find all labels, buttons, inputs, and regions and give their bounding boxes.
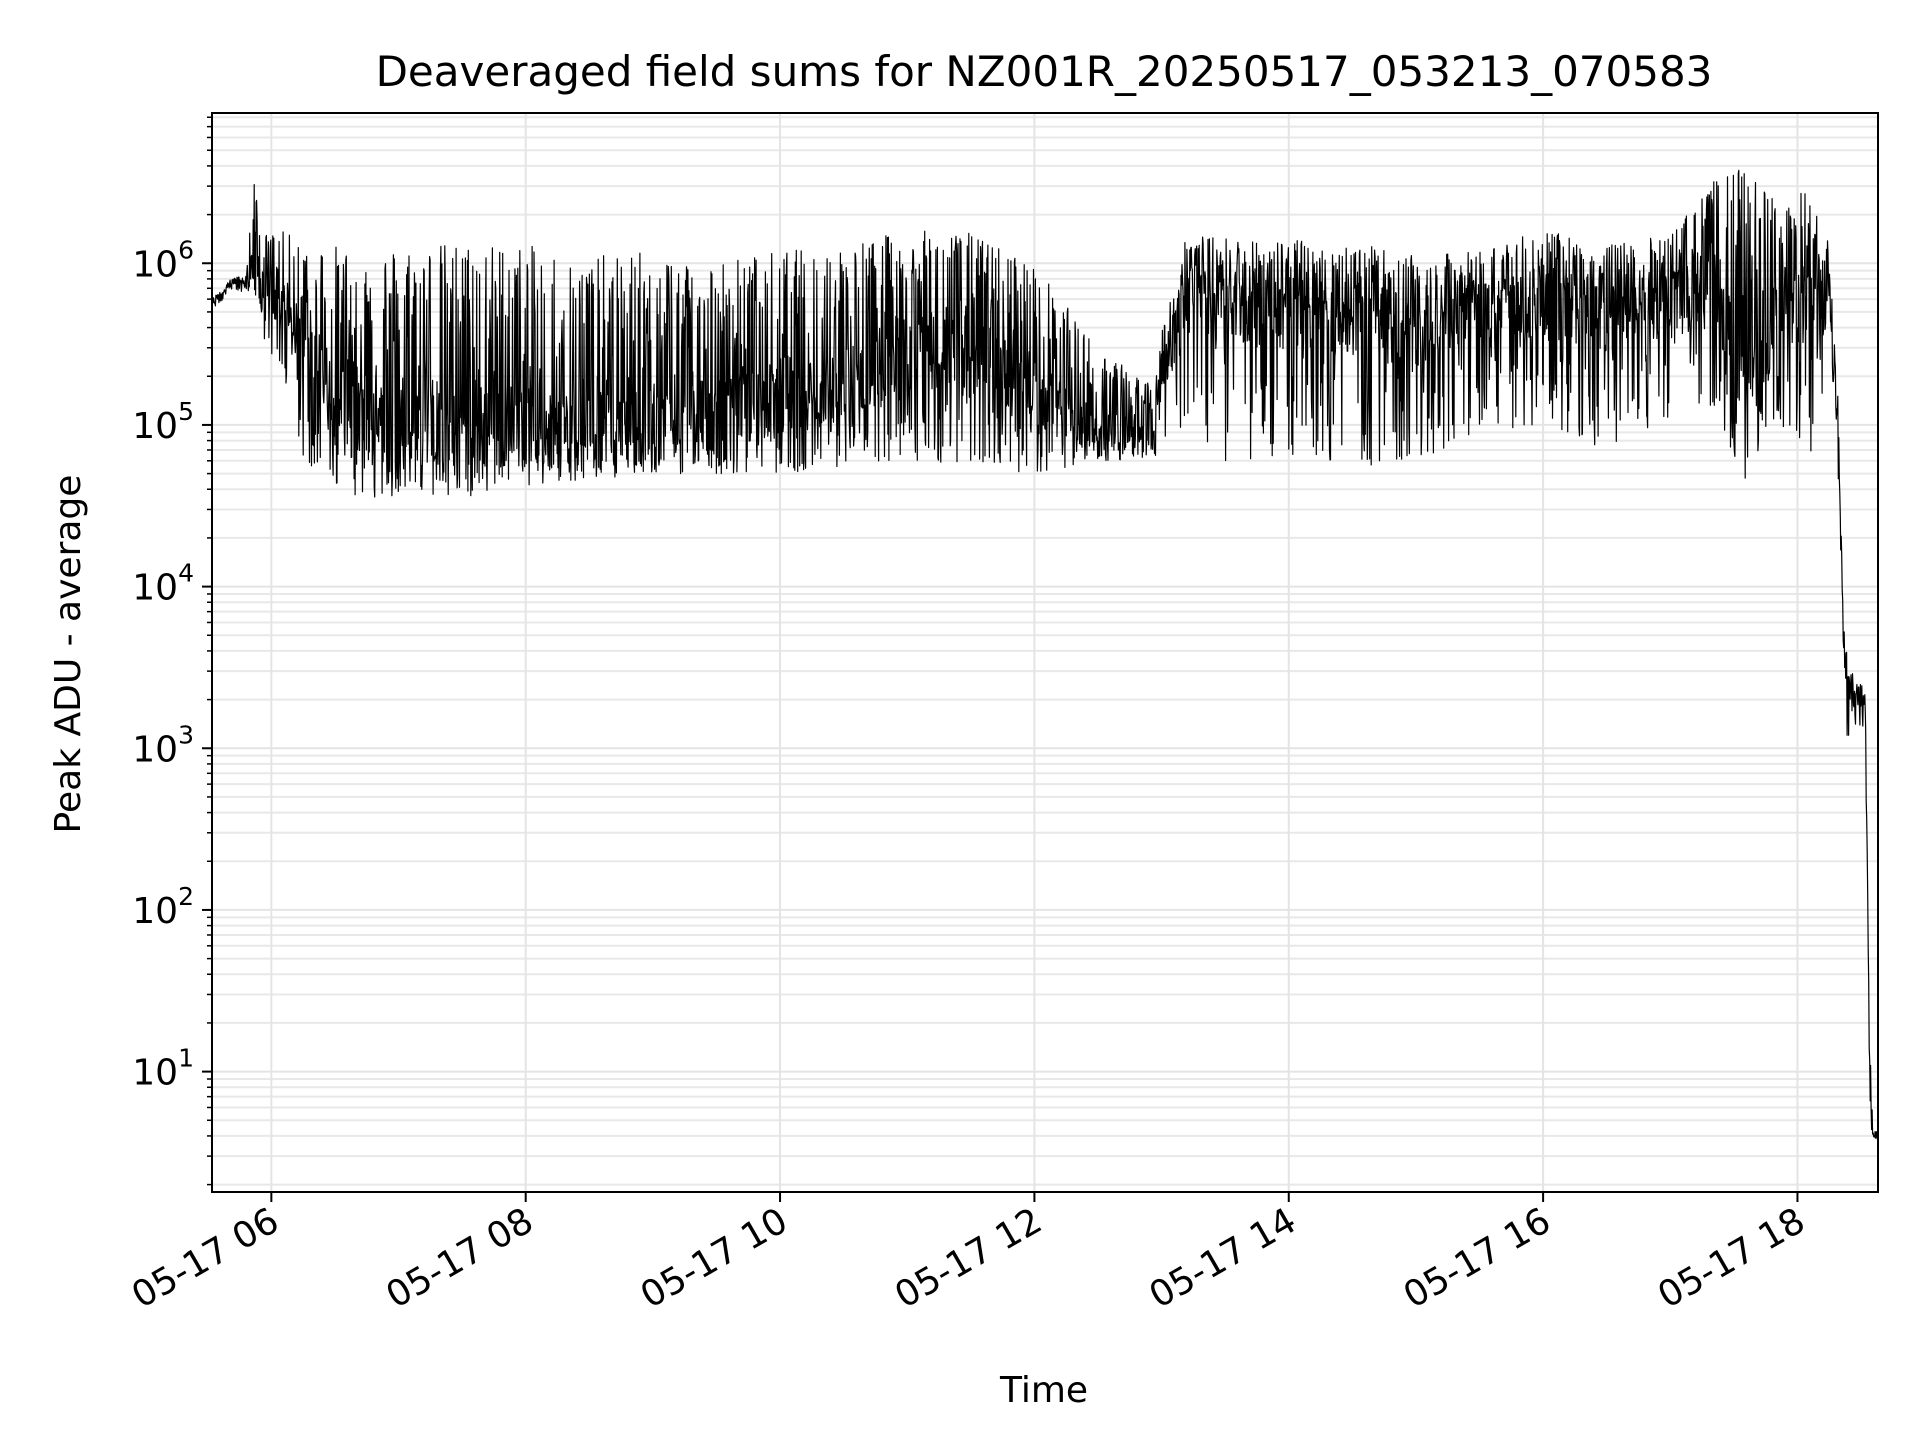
y-tick-exponent: 5: [178, 397, 194, 426]
y-tick-base: 10: [132, 1053, 178, 1094]
y-tick-base: 10: [132, 244, 178, 285]
y-tick-base: 10: [132, 729, 178, 770]
chart-title: Deaveraged field sums for NZ001R_2025051…: [376, 47, 1713, 96]
y-tick-exponent: 1: [178, 1044, 194, 1073]
y-tick-exponent: 4: [178, 559, 194, 588]
y-tick-base: 10: [132, 568, 178, 609]
y-tick-base: 10: [132, 891, 178, 932]
y-tick-label: 106: [132, 235, 194, 285]
y-tick-label: 101: [132, 1044, 194, 1094]
data-layer: [211, 169, 1879, 1140]
y-tick-label: 103: [132, 720, 194, 770]
x-axis-label: Time: [999, 1370, 1088, 1411]
y-tick-label: 104: [132, 559, 194, 609]
y-tick-label: 105: [132, 397, 194, 447]
y-tick-exponent: 3: [178, 720, 194, 749]
y-tick-base: 10: [132, 406, 178, 447]
ticks: [202, 116, 1799, 1202]
series-line: [211, 169, 1879, 1140]
y-tick-exponent: 6: [178, 235, 194, 264]
plot-frame: [211, 112, 1879, 1193]
y-axis-label: Peak ADU - average: [48, 475, 89, 834]
y-tick-label: 102: [132, 882, 194, 932]
y-tick-exponent: 2: [178, 882, 194, 911]
